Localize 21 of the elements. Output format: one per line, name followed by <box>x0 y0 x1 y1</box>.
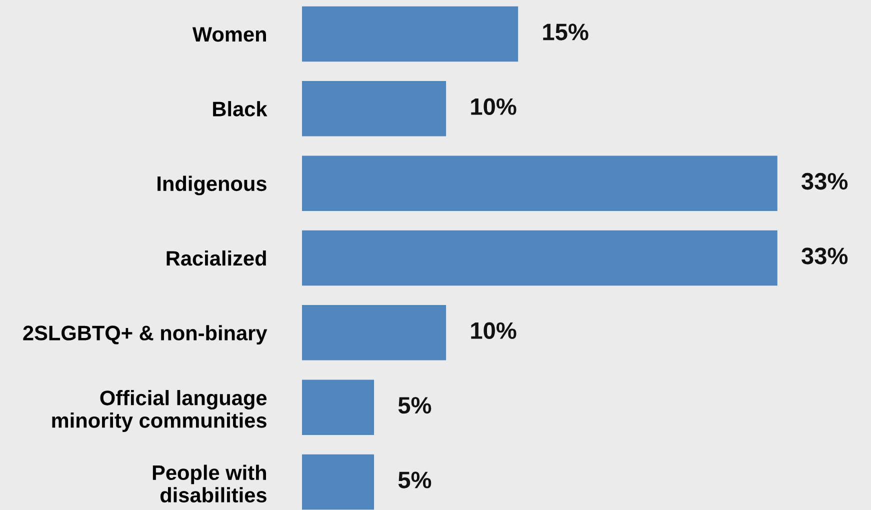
bar <box>302 81 446 136</box>
data-label: 33% <box>802 172 848 190</box>
data-label: 10% <box>471 322 516 339</box>
bar <box>302 380 374 435</box>
y-tick-label: 2SLGBTQ+ & non-binary <box>23 325 268 345</box>
bar <box>302 305 446 360</box>
y-tick-label: Women <box>192 27 266 42</box>
bar <box>302 6 518 62</box>
data-label: 15% <box>543 24 588 40</box>
data-label: 33% <box>802 248 848 264</box>
data-label: 5% <box>398 397 432 414</box>
y-tick-label: Official language minority communities <box>52 390 267 432</box>
bar <box>302 230 778 286</box>
y-tick-label: Black <box>213 101 268 116</box>
y-tick-label: Racialized <box>166 250 266 266</box>
bar <box>302 454 374 510</box>
bar <box>302 156 778 211</box>
data-label: 10% <box>471 98 516 115</box>
y-tick-label: Indigenous <box>158 176 266 196</box>
data-label: 5% <box>398 472 432 488</box>
y-tick-label: People with disabilities <box>152 464 266 502</box>
